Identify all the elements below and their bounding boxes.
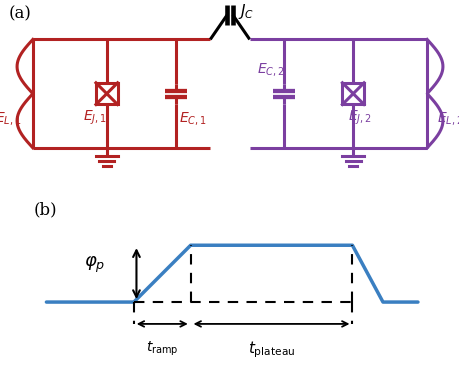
Text: $\varphi_p$: $\varphi_p$ (84, 255, 105, 275)
Text: $E_{J,1}$: $E_{J,1}$ (83, 109, 106, 128)
Text: (b): (b) (33, 202, 57, 218)
Text: $E_{J,2}$: $E_{J,2}$ (347, 109, 371, 128)
Text: $E_{L,2}$: $E_{L,2}$ (436, 110, 459, 127)
Text: $E_{L,1}$: $E_{L,1}$ (0, 110, 22, 127)
Text: $t_{\mathrm{plateau}}$: $t_{\mathrm{plateau}}$ (247, 340, 295, 360)
Text: $J_C$: $J_C$ (237, 2, 254, 21)
Text: $E_{C,2}$: $E_{C,2}$ (256, 61, 284, 77)
Text: $t_{\mathrm{ramp}}$: $t_{\mathrm{ramp}}$ (146, 340, 178, 358)
Text: $E_{C,1}$: $E_{C,1}$ (179, 110, 206, 127)
Text: (a): (a) (8, 5, 31, 22)
